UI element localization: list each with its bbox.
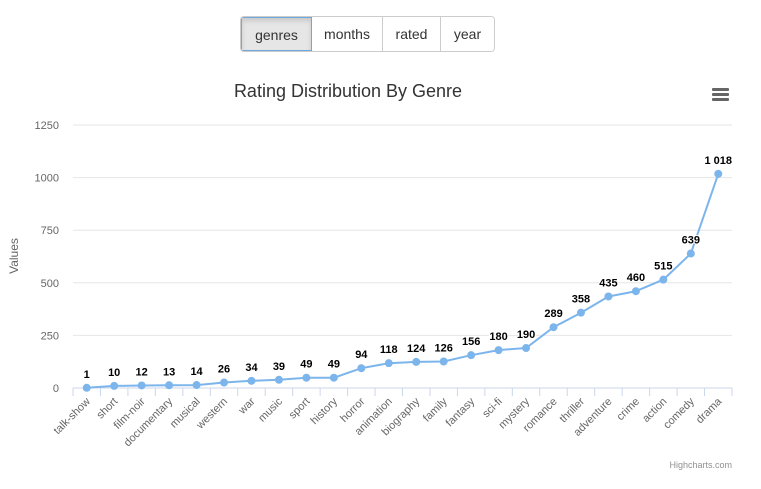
y-tick-label: 0 [53,383,59,395]
data-point [549,323,558,332]
data-point [412,357,421,366]
data-label: 358 [572,294,590,306]
data-point [165,381,174,390]
data-label: 460 [627,272,645,284]
data-point [384,359,393,368]
highcharts-credits[interactable]: Highcharts.com [669,460,732,470]
data-label: 639 [682,235,700,247]
data-point [247,376,256,385]
data-label: 435 [599,277,617,289]
months-button[interactable]: months [312,17,383,51]
data-point [220,378,229,387]
data-label: 289 [544,308,562,320]
x-tick-label: sci-fi [480,396,504,420]
data-label: 26 [218,364,230,376]
genres-button[interactable]: genres [241,17,312,51]
data-label: 180 [489,331,507,343]
data-label: 49 [328,359,340,371]
data-label: 515 [654,261,672,273]
x-axis: talk-show shortfilm-noirdocumentarymusica… [52,387,733,449]
hamburger-menu-icon[interactable] [705,82,735,106]
year-button[interactable]: year [441,17,494,51]
data-label: 190 [517,329,535,341]
data-point [137,381,146,390]
y-tick-label: 250 [41,330,59,342]
data-point [604,292,613,301]
x-tick-label: drama [694,395,725,426]
data-label: 94 [355,349,368,361]
data-label: 124 [407,343,426,355]
x-tick-label: history [309,395,341,427]
data-label: 39 [273,361,285,373]
series-path [86,173,720,389]
y-axis-label: Values [7,238,21,274]
data-point [357,364,366,373]
y-tick-label: 500 [41,278,59,290]
data-label: 13 [163,366,175,378]
chart-title: Rating Distribution By Genre [234,81,462,101]
data-point [82,383,91,392]
data-point [329,373,338,382]
x-tick-label: crime [615,396,642,423]
data-labels: 1 10 12 13 14 26 34 39 49 49 94 118 124 126 156 180 190 2… [83,154,733,382]
data-label: 1 [84,369,90,381]
data-point [274,375,283,384]
data-label: 34 [245,362,258,374]
data-label: 126 [435,342,453,354]
data-point [439,357,448,366]
x-tick-label: music [256,395,285,424]
data-label: 10 [108,367,120,379]
data-label: 14 [190,366,203,378]
data-point [631,287,640,296]
rated-button[interactable]: rated [383,17,441,51]
data-point [494,346,503,355]
x-tick-label: fantasy [444,395,478,429]
data-point [110,381,119,390]
grid-lines [73,124,732,336]
y-tick-label: 1250 [35,120,59,132]
x-tick-label: comedy [661,395,697,431]
data-point [192,381,201,390]
y-tick-label: 1000 [35,173,59,185]
x-tick-label: war [236,395,258,417]
data-label: 118 [380,344,398,356]
data-label: 1 018 [705,155,733,167]
x-tick-label: talk-show [52,396,93,437]
data-point [576,308,585,317]
data-point [302,373,311,382]
data-point [522,344,531,353]
view-toggle-group: genres months rated year [240,16,495,52]
data-label: 12 [136,366,148,378]
data-label: 49 [300,359,312,371]
data-point [659,275,668,284]
data-point [686,249,695,258]
y-tick-label: 750 [41,225,59,237]
data-point [714,169,723,178]
data-point [467,351,476,360]
data-label: 156 [462,336,480,348]
y-axis-ticks: 0 250 500 750 1000 1250 [35,120,59,395]
series-line [82,169,723,392]
